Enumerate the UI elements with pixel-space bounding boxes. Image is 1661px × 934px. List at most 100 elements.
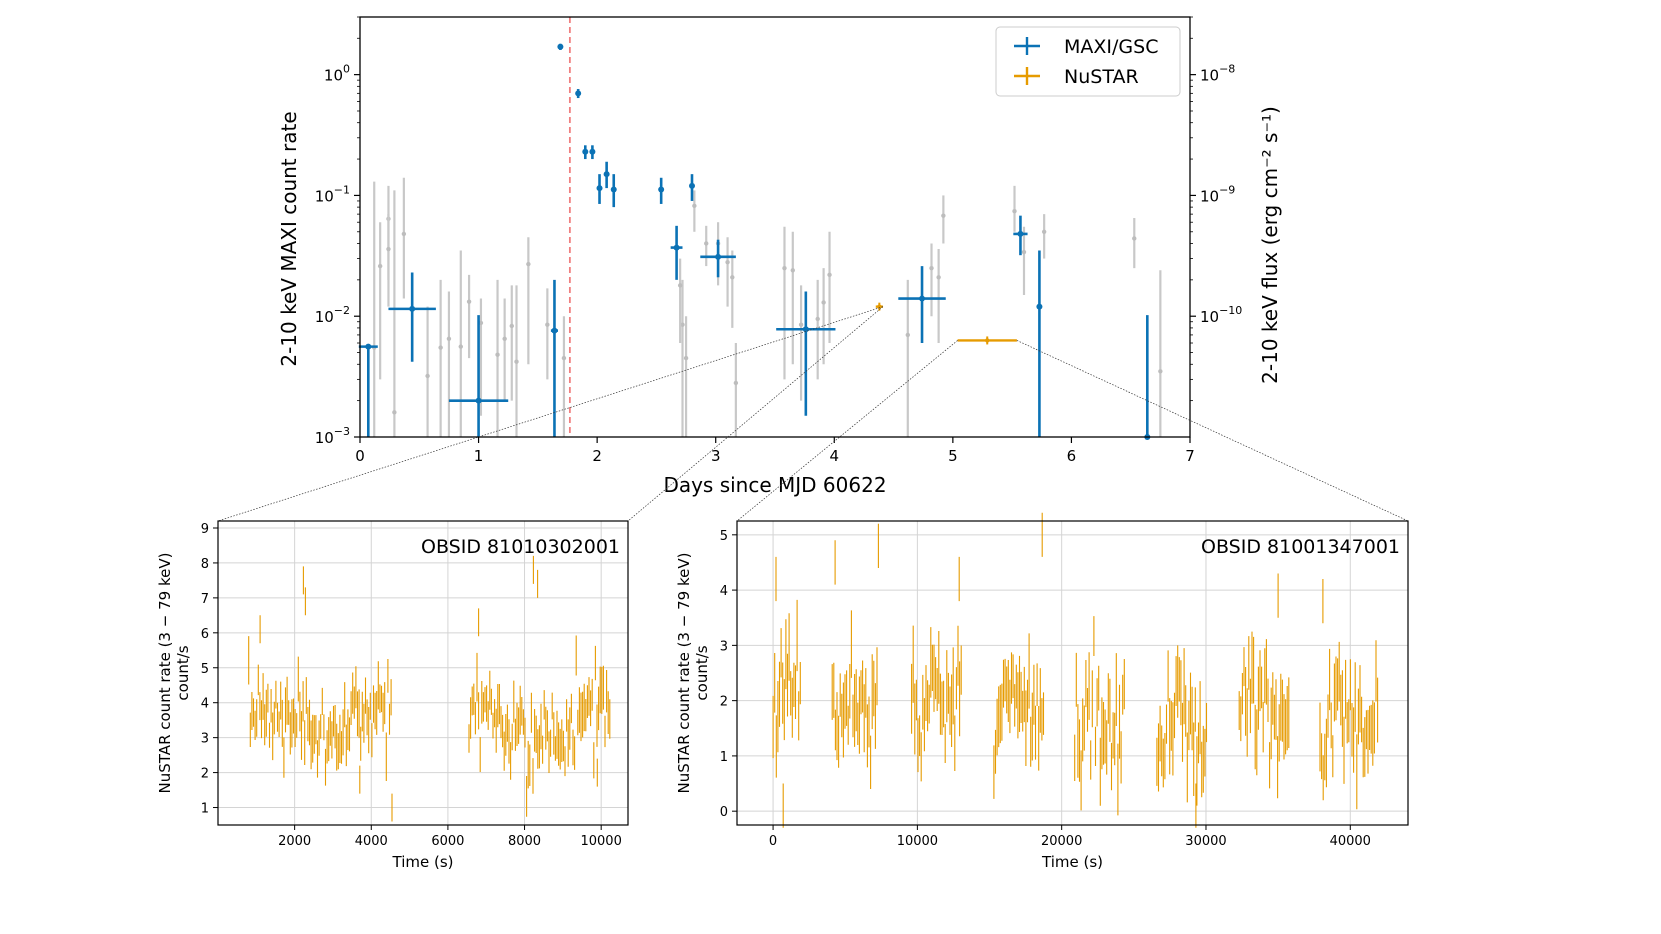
gray-point [1041,229,1047,234]
gray-point [683,355,689,361]
gray-point [782,265,787,271]
x-tick-label: 20000 [1041,834,1082,849]
maxi-point [589,148,596,155]
panel-1-obsid: OBSID 81010302001 [421,536,620,558]
gray-point [386,246,391,252]
main-x-ticks: 0 1 2 3 4 5 6 7 [355,437,1195,465]
maxi-point [365,343,372,350]
y-tick-label: 4 [720,584,728,599]
x-tick-label: 4 [830,447,840,465]
panel-2-grid [737,521,1408,825]
y-tick-label: 3 [201,732,209,747]
maxi-point [551,327,558,334]
x-tick-label: 40000 [1330,834,1371,849]
y-tick-label: 1 [201,802,209,817]
maxi-point [610,186,617,193]
panel-1-x-axis-label: Time (s) [392,853,454,871]
x-tick-label: 1 [474,447,484,465]
gray-point [929,265,934,271]
x-tick-label: 30000 [1185,834,1226,849]
maxi-point [673,244,680,251]
gray-point [526,261,531,267]
maxi-point [802,326,809,333]
gray-point [730,275,735,280]
gray-orbit-errorbars [372,177,1163,437]
panel-2-lightcurve [772,512,1379,828]
maxi-point [715,253,722,260]
x-tick-label: 5 [948,447,958,465]
gray-point [941,213,946,218]
gray-point [392,410,397,415]
gray-point [495,352,500,357]
gray-point [425,373,430,379]
main-y2-axis-label: 2-10 keV flux (erg cm⁻² s⁻¹) [1258,106,1282,384]
gray-point [790,268,795,273]
x-tick-label: 6 [1067,447,1077,465]
gray-point [704,241,709,246]
gray-point [438,345,443,350]
y-tick-label: 8 [201,557,209,572]
x-tick-label: 7 [1185,447,1195,465]
panel-2-obsid: OBSID 81001347001 [1201,536,1400,558]
nustar-panel-2: 0 10000 20000 30000 40000 0 1 2 3 4 5 OBSID 810013… [675,512,1409,871]
gray-point [1158,369,1163,374]
gray-point [798,322,804,327]
x-tick-label: 6000 [431,834,464,849]
panel-2-x-axis-label: Time (s) [1041,853,1103,871]
gray-point [545,322,550,327]
nustar-series [875,302,1017,345]
legend-maxi-label: MAXI/GSC [1064,36,1158,58]
legend-nustar-symbol [1014,67,1040,85]
maxi-point [1036,303,1043,310]
maxi-point [596,185,603,192]
gray-point [466,299,472,304]
maxi-point [658,186,665,193]
y2-tick-label: 10−8 [1200,63,1235,85]
main-plot-frame [359,16,1191,438]
gray-point [677,283,683,288]
gray-point [936,275,941,280]
y-tick-label: 0 [720,805,728,820]
y-tick-label: 5 [201,662,209,677]
y-tick-label: 9 [201,522,209,537]
maxi-series [358,43,1151,440]
x-tick-label: 0 [355,447,365,465]
panel-1-lightcurve [248,555,611,822]
panel-1-grid [218,521,628,825]
maxi-point [603,171,610,178]
gray-point [401,231,407,237]
x-tick-label: 4000 [355,834,388,849]
gray-point [561,355,567,361]
gray-point [446,336,452,342]
gray-point [458,344,463,349]
gray-point [1021,249,1027,255]
y-tick-label: 4 [201,697,209,712]
x-tick-label: 10000 [580,834,621,849]
gray-point [1132,236,1137,241]
gray-point [514,359,519,364]
gray-point [725,259,730,265]
y-tick-label: 3 [720,639,728,654]
legend-nustar-label: NuSTAR [1064,66,1139,88]
y-tick-label: 2 [720,695,728,710]
legend: MAXI/GSC NuSTAR [995,26,1181,97]
main-lightcurve-panel: 0 1 2 3 4 5 6 7 10−3 10−2 10−1 100 10−10 10−9 10−8 D… [277,16,1282,497]
panel-1-ticks: 2000 4000 6000 8000 10000 1 2 3 4 5 6 7 8 9 [201,522,622,849]
gray-point [1012,209,1017,214]
y-tick-label: 10−3 [315,425,350,447]
maxi-point [582,148,589,155]
nustar-panel-1: 2000 4000 6000 8000 10000 1 2 3 4 5 6 7 8 9 OBSID 810… [156,520,629,871]
nustar-point [985,338,990,343]
y-tick-label: 100 [324,63,350,85]
zoom-connector [736,340,958,522]
gray-point [905,332,910,338]
legend-maxi-symbol [1014,37,1040,55]
gray-point [733,380,739,386]
maxi-point [575,90,582,97]
y-tick-label: 1 [720,750,728,765]
panel-2-ticks: 0 10000 20000 30000 40000 0 1 2 3 4 5 [720,529,1371,849]
x-tick-label: 2000 [278,834,311,849]
zoom-connector-lines [217,306,1409,522]
y-tick-label: 5 [720,529,728,544]
nustar-lightcurve-bins [772,512,1379,828]
